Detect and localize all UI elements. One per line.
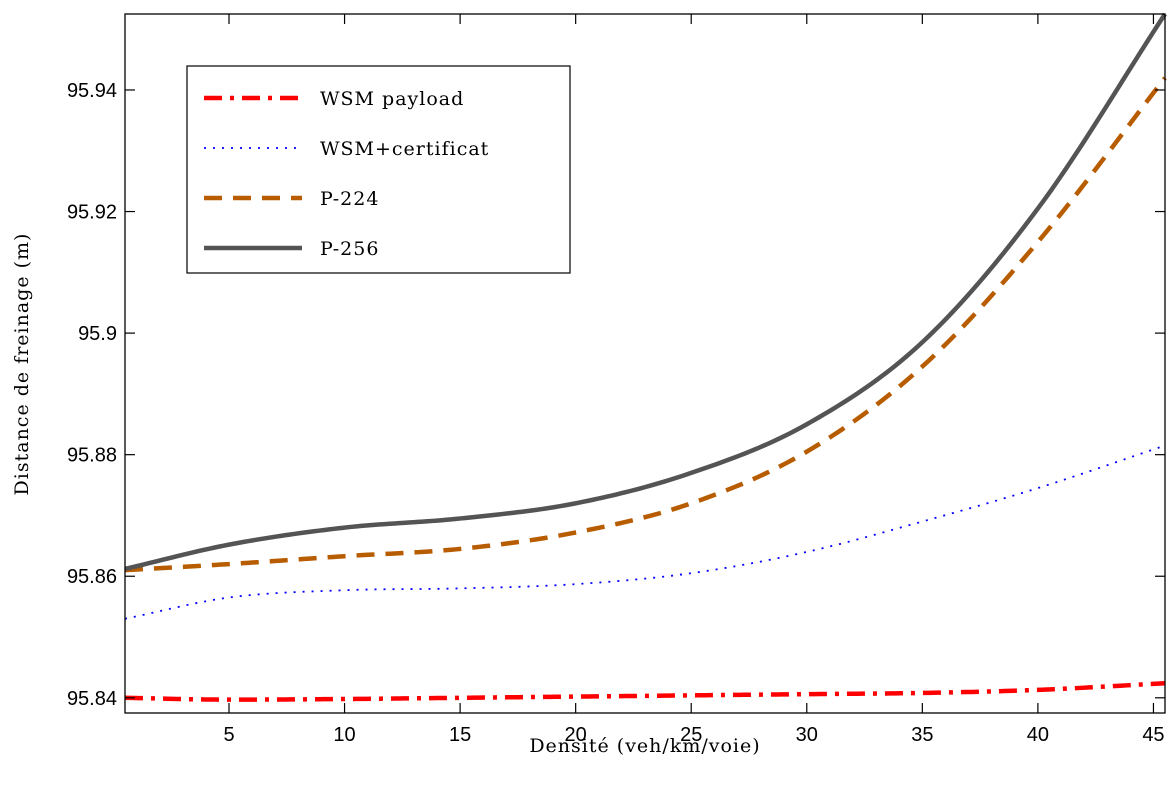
y-axis-label: Distance de freinage (m)	[11, 233, 33, 496]
series-line-1	[124, 680, 1166, 702]
y-tick-label: 95.88	[67, 445, 117, 467]
legend-box	[186, 65, 571, 274]
x-tick-label: 5	[223, 724, 234, 746]
legend-label-2: WSM+certificat	[320, 138, 489, 160]
x-tick-label: 45	[1142, 724, 1164, 746]
y-tick-label: 95.94	[67, 80, 117, 102]
y-tick-label: 95.84	[67, 688, 117, 710]
x-tick-label: 15	[449, 724, 471, 746]
x-tick-label: 20	[565, 724, 587, 746]
x-tick-label: 30	[796, 724, 818, 746]
x-tick-label: 40	[1027, 724, 1049, 746]
x-tick-label: 35	[911, 724, 933, 746]
legend-label-4: P-256	[320, 238, 379, 260]
series-line-3	[124, 76, 1167, 573]
x-tick-label: 25	[680, 724, 702, 746]
x-tick-label: 10	[333, 724, 355, 746]
legend-label-1: WSM payload	[320, 88, 464, 110]
y-tick-label: 95.9	[78, 323, 117, 345]
y-tick-label: 95.92	[67, 202, 117, 224]
series-line-4	[124, 12, 1167, 572]
y-tick-label: 95.86	[67, 566, 117, 588]
y-axis: 95.84 95.86 95.88 95.9 95.92 95.94	[67, 80, 1165, 710]
plot-lines	[124, 12, 1167, 702]
legend-label-3: P-224	[320, 188, 379, 210]
series-line-2	[124, 444, 1166, 620]
legend: WSM payload WSM+certificat P-224 P-256	[186, 65, 571, 274]
plot-frame	[124, 13, 1166, 714]
x-axis: 5 10 15 20 25 30 35 40 45	[223, 14, 1165, 746]
x-axis-label: Densité (veh/km/voie)	[529, 735, 760, 757]
legend-items: WSM payload WSM+certificat P-224 P-256	[204, 88, 489, 260]
